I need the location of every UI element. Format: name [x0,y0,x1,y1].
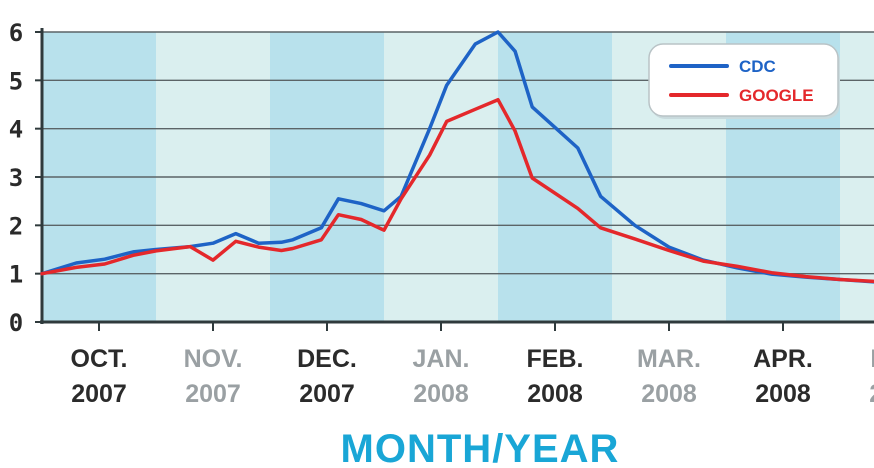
y-tick-label: 3 [9,164,23,192]
x-tick-year: 2007 [185,380,241,408]
x-tick-year: 2008 [413,380,469,408]
y-tick-label: 4 [9,116,23,144]
legend: CDC GOOGLE [648,43,840,119]
series-line-google [40,97,874,284]
x-axis-label: MONTH/YEAR [341,427,620,468]
x-tick-month: MAR. [637,345,701,373]
y-tick-label: 2 [9,212,23,240]
x-tick-month: FEB. [527,345,584,373]
x-tick-year: 2007 [299,380,355,408]
y-axis-ticks: 0 1 2 3 4 5 6 [9,19,42,337]
x-tick-month: APR. [753,345,813,373]
x-tick-year: 2007 [71,380,127,408]
y-tick-label: 0 [9,309,23,337]
x-tick-year: 2008 [869,380,874,408]
x-tick-year: 2008 [527,380,583,408]
y-tick-label: 1 [9,261,23,289]
x-tick-month: NOV. [184,345,243,373]
x-tick-month: JAN. [413,345,470,373]
series-lines [40,30,874,284]
x-tick-month: OCT. [71,345,128,373]
x-tick-month: MAY [870,345,874,373]
y-tick-label: 6 [9,19,23,47]
x-tick-year: 2008 [755,380,811,408]
x-tick-year: 2008 [641,380,697,408]
legend-label: GOOGLE [739,86,814,105]
x-tick-month: DEC. [297,345,357,373]
y-tick-label: 5 [9,67,23,95]
legend-box [648,43,839,117]
x-axis-ticks: OCT. 2007 NOV. 2007 DEC. 2007 JAN. 2008 FEB. 2008… [71,322,874,408]
legend-label: CDC [739,57,776,76]
